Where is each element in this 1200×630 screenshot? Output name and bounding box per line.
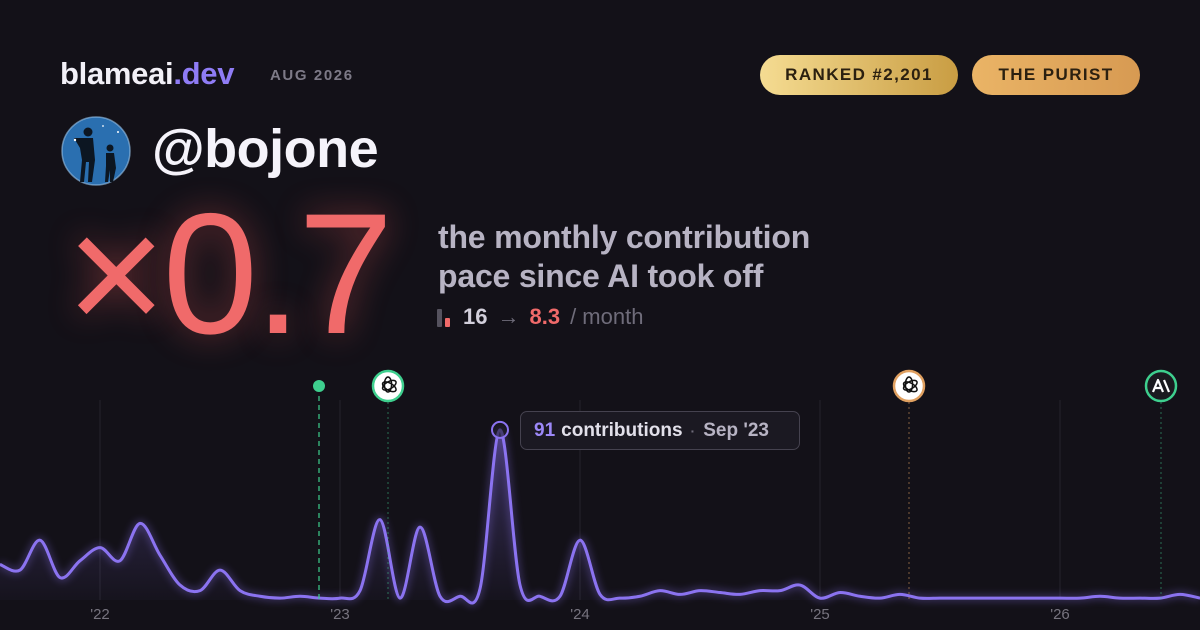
- plot: [0, 420, 1200, 607]
- rank-badge: RANKED #2,201: [760, 55, 958, 95]
- description: the monthly contribution: [438, 219, 811, 255]
- x-tick-label: '26: [1050, 606, 1070, 623]
- tooltip: 91 contributions · Sep '23: [520, 411, 800, 450]
- x-tick-label: '25: [810, 606, 830, 623]
- arrow: →: [497, 304, 520, 329]
- description: pace since AI took off: [438, 258, 764, 294]
- openai-icon: [892, 369, 926, 403]
- brand-name: blameai: [60, 56, 174, 91]
- highlight-point: [491, 420, 509, 439]
- persona-badge: THE PURIST: [972, 55, 1140, 95]
- x-tick-label: '22: [90, 606, 110, 623]
- tooltip-separator: ·: [690, 422, 696, 439]
- unit: / month: [570, 304, 644, 329]
- event-markers: [313, 369, 1178, 600]
- avatar: [61, 116, 131, 186]
- date: AUG 2026: [270, 67, 354, 84]
- brand-suffix: .dev: [173, 56, 235, 91]
- x-tick-label: '24: [570, 606, 590, 623]
- pace-stats: 16 → 8.3 / month: [437, 304, 643, 330]
- handle: @bojone: [152, 119, 379, 179]
- before-value: 16: [463, 304, 488, 329]
- line-glow: [0, 426, 1200, 607]
- anthropic-icon: [1144, 369, 1178, 403]
- multiplier: ×0.7: [66, 178, 394, 370]
- x-tick-label: '23: [330, 606, 350, 623]
- area: [0, 429, 1200, 604]
- after-value: 8.3: [529, 304, 561, 329]
- line: [0, 428, 1200, 605]
- tooltip-value: 91: [534, 419, 556, 441]
- tooltip-unit: contributions: [561, 419, 683, 441]
- openai-icon: [371, 369, 405, 403]
- pace-icon: [437, 307, 450, 327]
- event-dot: [313, 380, 325, 392]
- tooltip-label: Sep '23: [703, 419, 769, 441]
- brand: blameai.dev: [60, 56, 235, 92]
